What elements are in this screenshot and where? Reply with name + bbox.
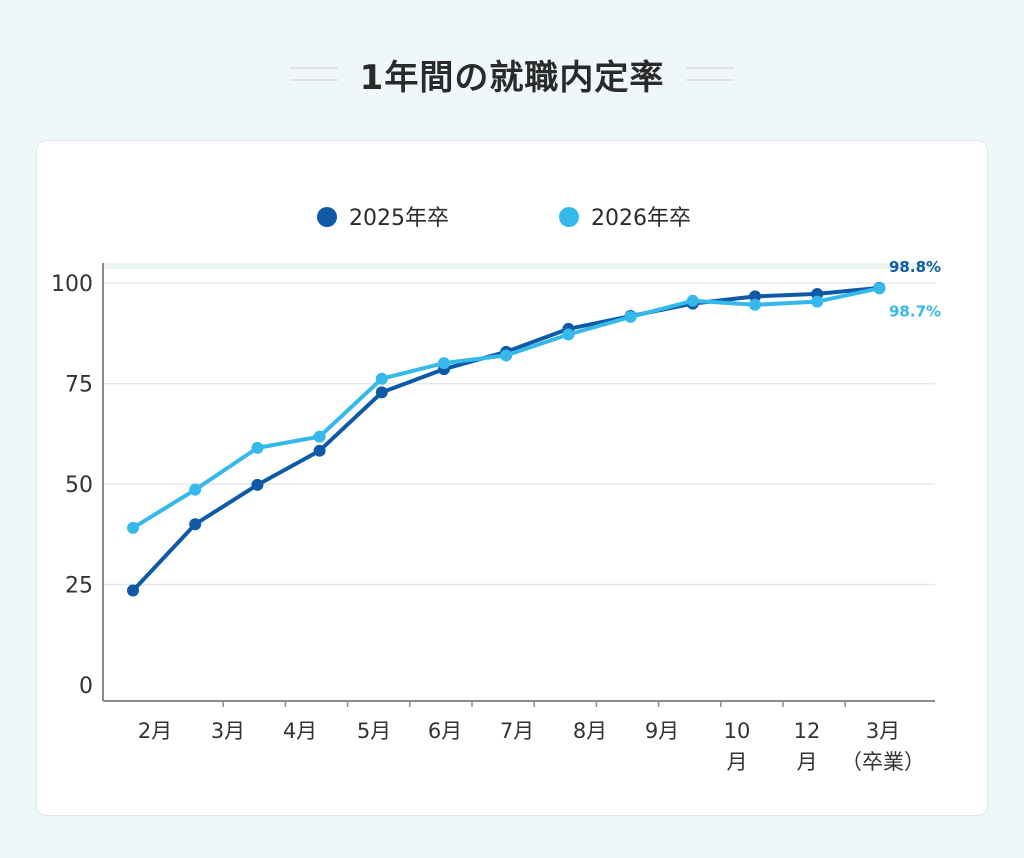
data-point xyxy=(313,430,326,443)
data-point xyxy=(127,521,139,534)
title-bar: 1年間の就職内定率 xyxy=(0,44,1024,104)
data-point xyxy=(375,372,388,385)
x-tick-label: 9月 xyxy=(645,719,679,743)
x-tick-label: 3月 xyxy=(211,719,245,743)
y-tick-label: 100 xyxy=(51,272,93,297)
end-value-label: 98.8% xyxy=(889,258,941,276)
data-point xyxy=(500,349,513,362)
x-tick-label-line: 12 xyxy=(794,719,821,743)
y-tick-label: 25 xyxy=(65,574,93,599)
y-tick-label: 75 xyxy=(65,373,93,398)
data-point xyxy=(251,441,264,454)
x-tick-label: 7月 xyxy=(500,719,534,743)
legend-marker xyxy=(559,207,579,227)
x-tick-label-line: （卒業） xyxy=(841,750,925,774)
legend-label: 2026年卒 xyxy=(591,206,691,231)
x-tick-label: 6月 xyxy=(428,719,462,743)
x-tick-label-line: 6月 xyxy=(428,719,462,743)
data-point xyxy=(749,298,761,311)
legend-label: 2025年卒 xyxy=(349,206,449,231)
x-tick-label-line: 8月 xyxy=(573,719,607,743)
grid-lines xyxy=(103,263,935,586)
legend: 2025年卒 2026年卒 xyxy=(317,206,691,231)
series-line-2025 xyxy=(131,285,882,593)
line-chart: 2025年卒 2026年卒 0 25 50 75 100 2月 3月 4月 5月 6月 7月 8月 9月… xyxy=(51,206,941,774)
x-tick-label: 12 月 xyxy=(794,719,821,774)
page-title: 1年間の就職内定率 xyxy=(359,57,665,98)
x-tick-label-line: 月 xyxy=(797,750,818,774)
data-point xyxy=(749,290,761,303)
y-tick-label: 50 xyxy=(65,473,93,498)
x-tick-label: 5月 xyxy=(357,719,391,743)
axes xyxy=(102,263,935,702)
x-axis-ticks: 2月 3月 4月 5月 6月 7月 8月 9月 10 月 12 月 3月 （卒業） xyxy=(138,701,925,774)
title-left-rule xyxy=(289,67,338,81)
data-point xyxy=(873,282,886,295)
x-tick-label-line: 3月 xyxy=(211,719,245,743)
x-tick-label: 3月 （卒業） xyxy=(841,719,925,774)
y-axis-ticks: 0 25 50 75 100 xyxy=(51,272,93,699)
data-point xyxy=(313,444,326,457)
data-point xyxy=(127,584,139,597)
x-tick-label-line: 7月 xyxy=(500,719,534,743)
y-tick-label: 0 xyxy=(79,674,93,699)
series-group xyxy=(127,281,886,597)
x-tick-label-line: 月 xyxy=(727,750,748,774)
data-point xyxy=(624,310,637,323)
chart-card: 2025年卒 2026年卒 0 25 50 75 100 2月 3月 4月 5月 6月 7月 8月 9月… xyxy=(36,140,988,816)
end-labels: 98.8% 98.7% xyxy=(889,258,941,320)
data-point xyxy=(189,518,202,531)
x-tick-label-line: 10 xyxy=(724,719,751,743)
data-point xyxy=(251,478,264,491)
x-tick-label-line: 9月 xyxy=(645,719,679,743)
title-right-rule xyxy=(686,67,735,81)
x-tick-label-line: 2月 xyxy=(138,719,172,743)
x-tick-label-line: 3月 xyxy=(866,719,900,743)
data-point xyxy=(811,295,824,308)
x-tick-label-line: 5月 xyxy=(357,719,391,743)
data-point xyxy=(375,386,388,399)
x-tick-label-line: 4月 xyxy=(283,719,317,743)
end-value-label: 98.7% xyxy=(889,302,941,320)
data-point xyxy=(189,483,202,496)
x-tick-label: 8月 xyxy=(573,719,607,743)
x-tick-label: 4月 xyxy=(283,719,317,743)
x-tick-label: 2月 xyxy=(138,719,172,743)
plot-top-band xyxy=(103,263,935,269)
x-tick-label: 10 月 xyxy=(724,719,751,774)
data-point xyxy=(438,357,450,370)
data-point xyxy=(686,294,699,307)
legend-marker xyxy=(317,207,337,227)
data-point xyxy=(562,328,575,341)
